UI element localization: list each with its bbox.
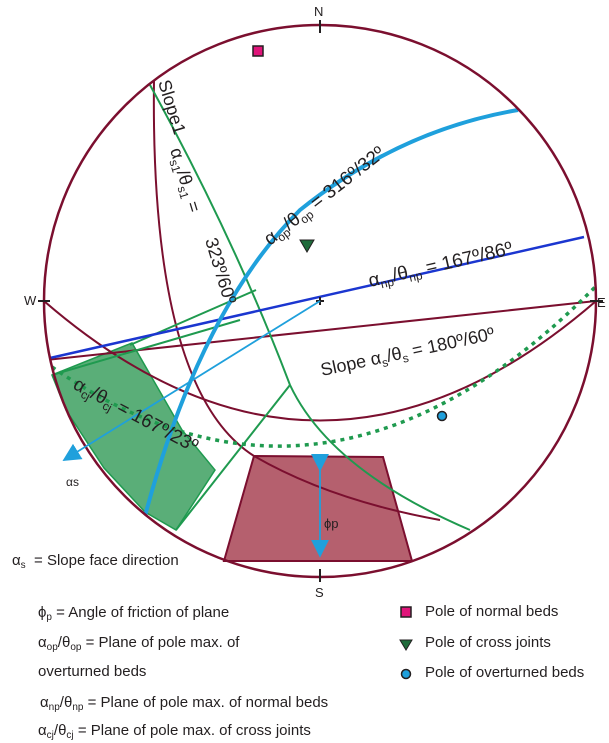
slope1-value-label: 323º/60º: [201, 235, 240, 306]
east-label: E: [597, 295, 606, 310]
slope1-name-label: Slope1: [154, 77, 190, 136]
legend-op-plane: αop/θop = Plane of pole max. of: [38, 634, 240, 653]
pole-normal-beds-marker: [252, 45, 264, 57]
slope-plane-label: Slope αs/θs = 180º/60º: [319, 323, 498, 382]
north-label: N: [314, 4, 323, 19]
legend-slope-direction: αs = Slope face direction: [12, 552, 179, 571]
slope-direction-label: αs: [66, 475, 79, 489]
west-label: W: [24, 293, 37, 308]
legend-square-icon: [400, 606, 412, 618]
legend-cj-plane: αcj/θcj = Plane of pole max. of cross jo…: [38, 722, 311, 741]
legend-np-plane: αnp/θnp = Plane of pole max. of normal b…: [40, 694, 329, 713]
green-line-sw: [51, 319, 241, 376]
friction-angle-label: ϕp: [324, 516, 339, 531]
legend-pole-cross-joints: Pole of cross joints: [425, 634, 551, 651]
np-plane-label: αnp/θnp = 167º/86º: [366, 238, 515, 294]
op-plane-label: αop/θop = 316º/32º: [260, 143, 390, 252]
legend-triangle-icon: [399, 639, 413, 651]
slope-great-circle: [44, 300, 596, 422]
slope1-great-circle: [149, 84, 471, 531]
legend-op-plane-cont: overturned beds: [38, 663, 147, 680]
south-label: S: [315, 585, 324, 600]
pole-cross-joints-marker: [299, 239, 315, 253]
slope-direction-arrow: [62, 300, 321, 461]
legend-friction-angle: ϕp = Angle of friction of plane: [38, 604, 230, 623]
green-line-s: [175, 384, 291, 531]
cj-great-circle: [51, 280, 596, 448]
np-great-circle: [49, 235, 585, 360]
maroon-arc-west: [152, 79, 441, 521]
slope1-symbol-label: αs1/θs1 =: [163, 145, 204, 215]
maroon-arc-upper: [45, 300, 596, 361]
pole-overturned-beds-marker: [436, 410, 448, 422]
legend-circle-icon: [400, 668, 412, 680]
legend-pole-normal-beds: Pole of normal beds: [425, 603, 559, 620]
legend-pole-overturned-beds: Pole of overturned beds: [425, 664, 585, 681]
op-great-circle: [143, 108, 519, 517]
